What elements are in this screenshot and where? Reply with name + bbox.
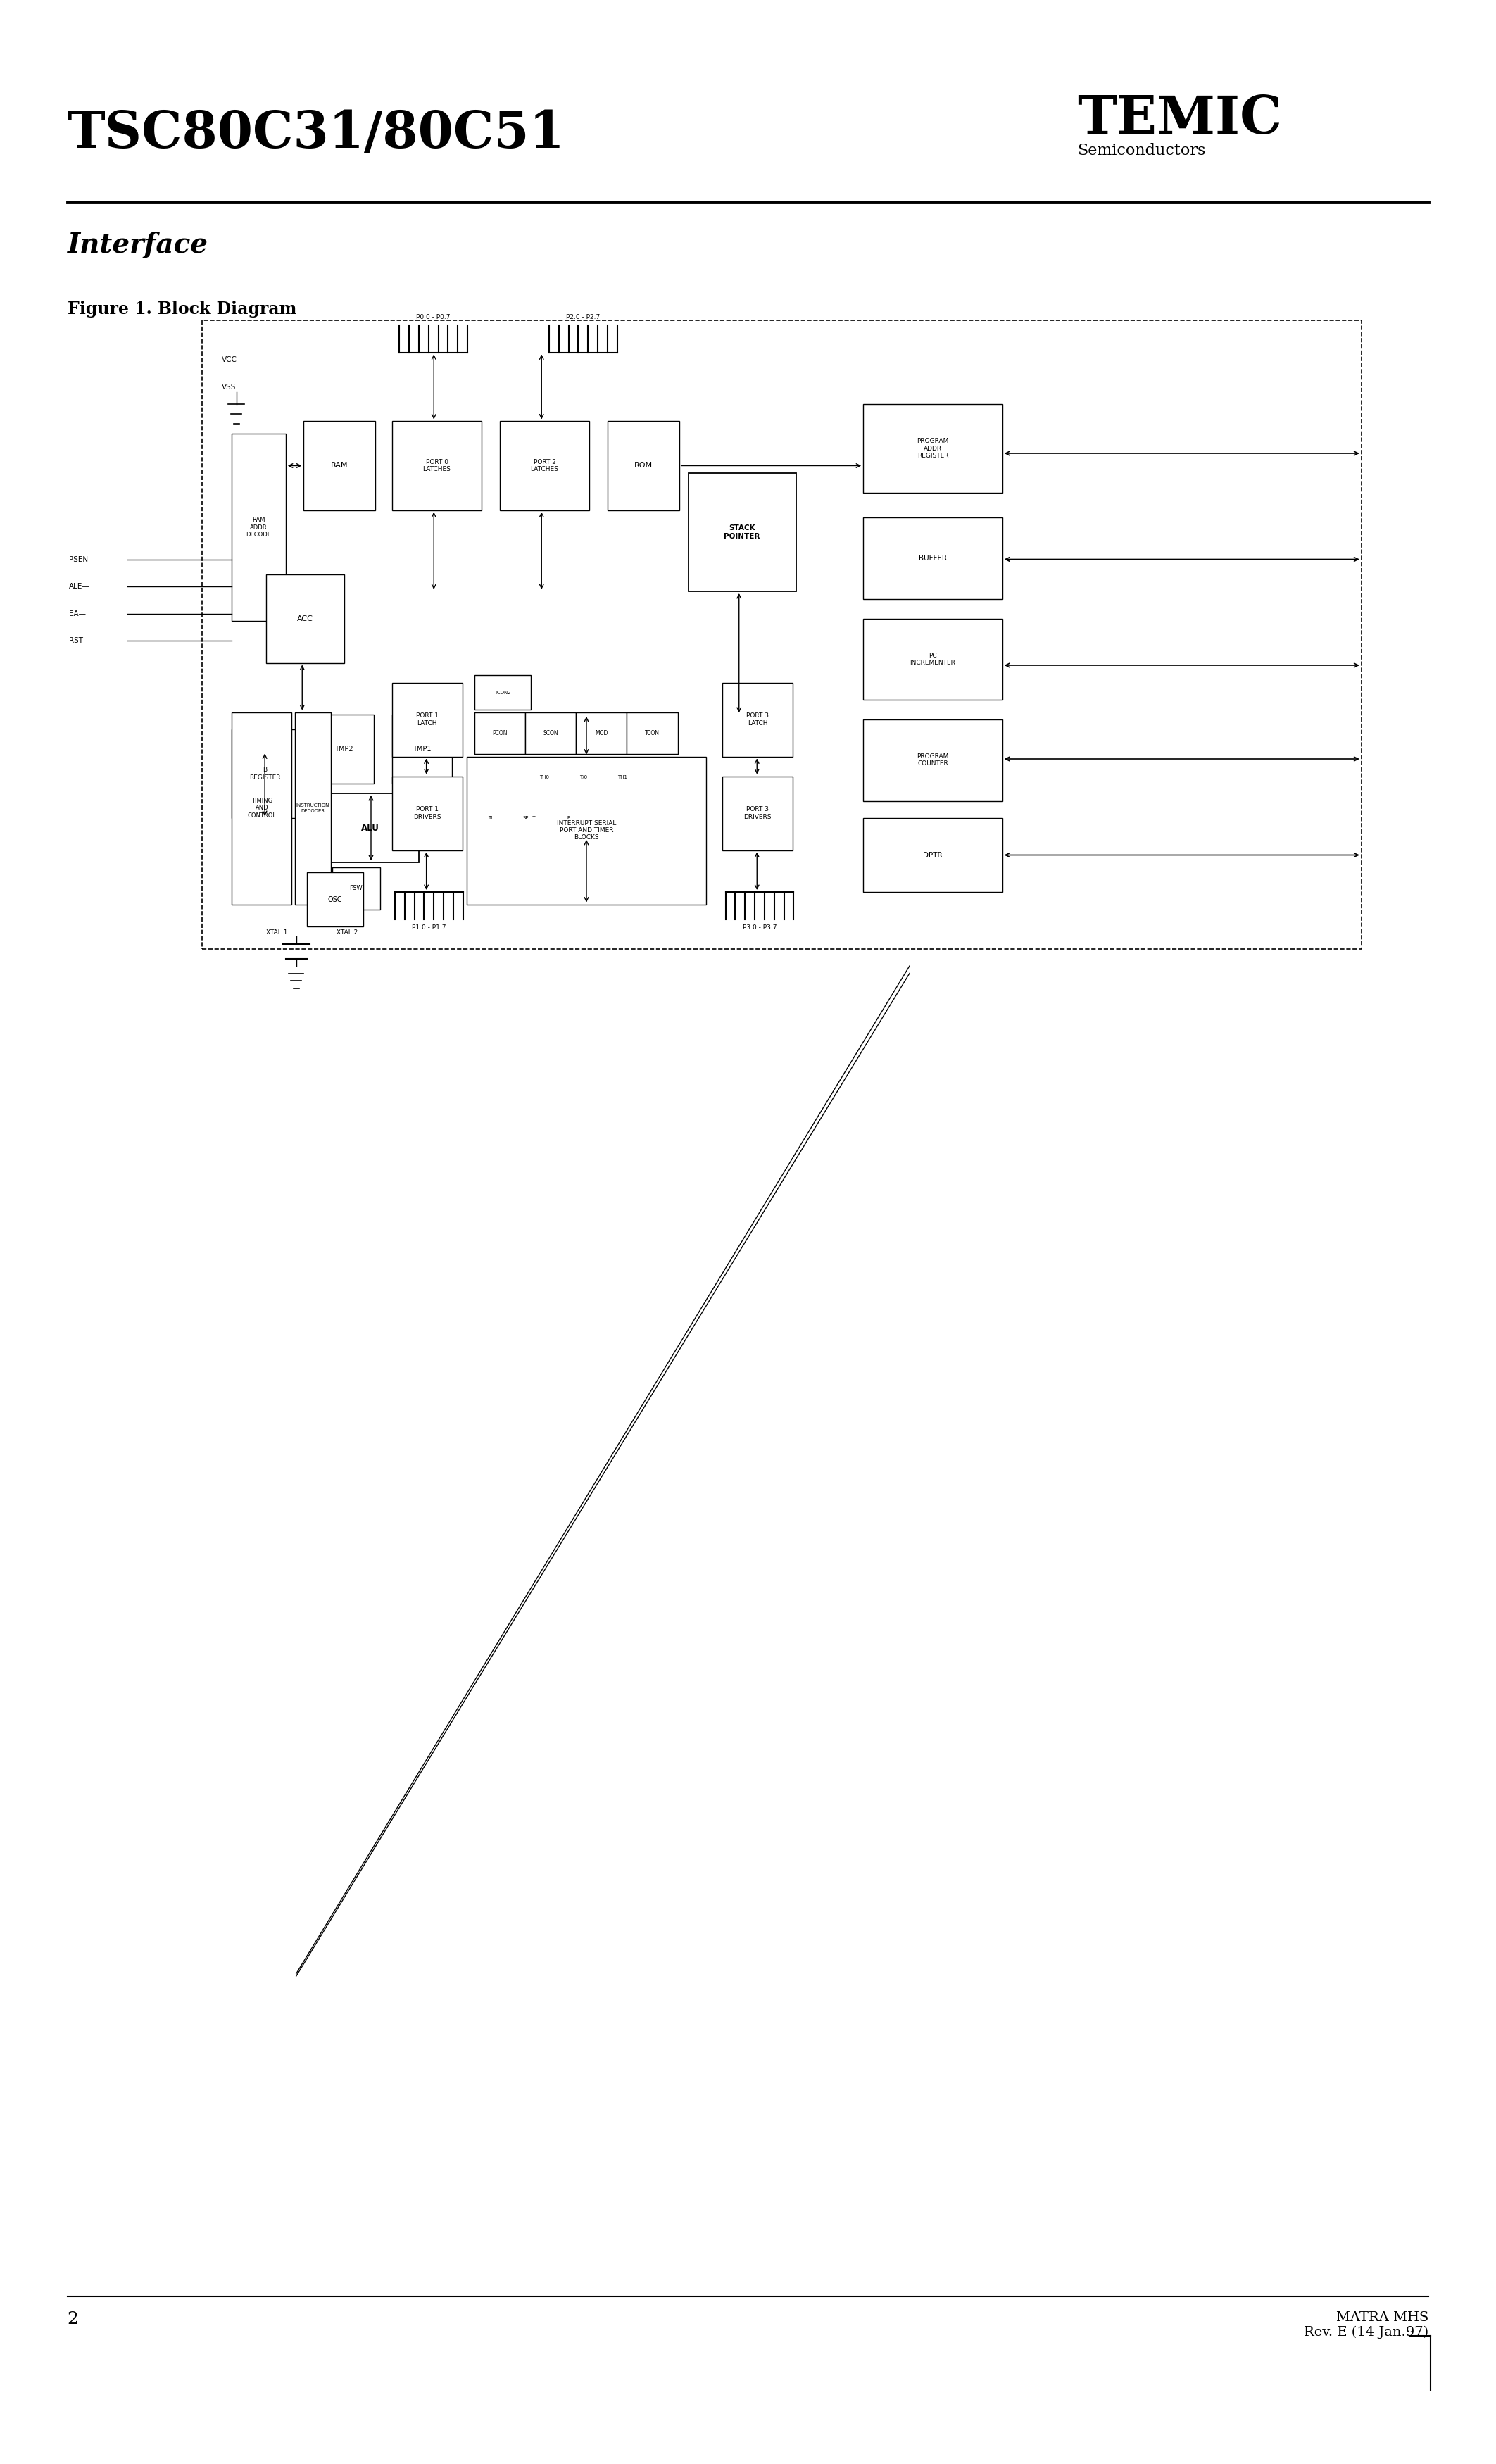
Text: PC
INCREMENTER: PC INCREMENTER bbox=[910, 653, 956, 665]
Text: Figure 1. Block Diagram: Figure 1. Block Diagram bbox=[67, 301, 296, 318]
Bar bbox=[525, 759, 564, 796]
Text: IP: IP bbox=[567, 816, 570, 821]
Bar bbox=[392, 683, 462, 756]
Bar bbox=[723, 683, 793, 756]
Text: RAM
ADDR
DECODE: RAM ADDR DECODE bbox=[247, 517, 271, 537]
Text: EA—: EA— bbox=[69, 611, 85, 616]
Text: XTAL 2: XTAL 2 bbox=[337, 929, 358, 936]
Text: TCON: TCON bbox=[645, 729, 660, 737]
Text: RAM: RAM bbox=[331, 463, 349, 468]
Text: STACK
POINTER: STACK POINTER bbox=[724, 525, 760, 540]
Text: TMP1: TMP1 bbox=[413, 747, 431, 752]
Bar bbox=[232, 712, 292, 904]
Bar bbox=[295, 712, 331, 904]
Text: INTERRUPT SERIAL
PORT AND TIMER
BLOCKS: INTERRUPT SERIAL PORT AND TIMER BLOCKS bbox=[557, 821, 616, 840]
Text: T/0: T/0 bbox=[579, 776, 588, 779]
Text: TH1: TH1 bbox=[618, 776, 627, 779]
Text: P0.0 - P0.7: P0.0 - P0.7 bbox=[416, 313, 450, 320]
Text: PROGRAM
ADDR
REGISTER: PROGRAM ADDR REGISTER bbox=[917, 439, 948, 458]
Text: DPTR: DPTR bbox=[923, 853, 942, 857]
Text: P2.0 - P2.7: P2.0 - P2.7 bbox=[565, 313, 600, 320]
Text: PSEN—: PSEN— bbox=[69, 557, 96, 562]
Bar bbox=[525, 712, 576, 754]
Text: TSC80C31/80C51: TSC80C31/80C51 bbox=[67, 108, 565, 158]
Bar bbox=[322, 793, 419, 862]
Text: PORT 0
LATCHES: PORT 0 LATCHES bbox=[423, 458, 450, 473]
Bar bbox=[392, 715, 452, 784]
Text: INSTRUCTION
DECODER: INSTRUCTION DECODER bbox=[296, 803, 329, 813]
Bar bbox=[392, 776, 462, 850]
Text: PORT 3
DRIVERS: PORT 3 DRIVERS bbox=[744, 806, 772, 821]
Text: TCON2: TCON2 bbox=[494, 690, 512, 695]
Text: TL: TL bbox=[488, 816, 494, 821]
Text: P1.0 - P1.7: P1.0 - P1.7 bbox=[411, 924, 446, 931]
Text: B
REGISTER: B REGISTER bbox=[250, 766, 280, 781]
Text: ALU: ALU bbox=[361, 823, 380, 833]
Bar bbox=[507, 801, 552, 835]
Text: PORT 1
DRIVERS: PORT 1 DRIVERS bbox=[413, 806, 441, 821]
Bar bbox=[863, 818, 1002, 892]
Bar bbox=[863, 618, 1002, 700]
Bar bbox=[467, 756, 706, 904]
Text: SPLIT: SPLIT bbox=[524, 816, 536, 821]
Text: ALE—: ALE— bbox=[69, 584, 90, 589]
Bar bbox=[474, 675, 531, 710]
Text: TMP2: TMP2 bbox=[335, 747, 353, 752]
Text: 2: 2 bbox=[67, 2311, 78, 2328]
Text: XTAL 1: XTAL 1 bbox=[266, 929, 287, 936]
Text: PORT 2
LATCHES: PORT 2 LATCHES bbox=[531, 458, 558, 473]
Text: VSS: VSS bbox=[221, 384, 236, 389]
Bar bbox=[474, 712, 525, 754]
Text: Semiconductors: Semiconductors bbox=[1077, 143, 1206, 158]
Bar bbox=[603, 759, 642, 796]
Bar bbox=[232, 434, 286, 621]
Text: OSC: OSC bbox=[328, 897, 343, 902]
Bar bbox=[304, 421, 375, 510]
Text: BUFFER: BUFFER bbox=[919, 554, 947, 562]
Bar bbox=[688, 473, 796, 591]
Text: TEMIC: TEMIC bbox=[1077, 94, 1282, 145]
Bar bbox=[627, 712, 678, 754]
Text: MOD: MOD bbox=[595, 729, 607, 737]
Text: Interface: Interface bbox=[67, 232, 208, 259]
Text: TH0: TH0 bbox=[540, 776, 549, 779]
Bar bbox=[723, 776, 793, 850]
Bar bbox=[500, 421, 589, 510]
Text: PSW: PSW bbox=[350, 885, 362, 892]
Bar bbox=[863, 404, 1002, 493]
Text: SCON: SCON bbox=[543, 729, 558, 737]
Bar bbox=[332, 867, 380, 909]
Bar bbox=[607, 421, 679, 510]
Bar bbox=[863, 517, 1002, 599]
Bar bbox=[576, 712, 627, 754]
Text: TIMING
AND
CONTROL: TIMING AND CONTROL bbox=[247, 798, 277, 818]
Bar bbox=[232, 729, 298, 818]
Bar bbox=[863, 719, 1002, 801]
Bar bbox=[474, 801, 507, 835]
Bar bbox=[307, 872, 364, 926]
Bar bbox=[266, 574, 344, 663]
Bar bbox=[392, 421, 482, 510]
Text: MATRA MHS
Rev. E (14 Jan.97): MATRA MHS Rev. E (14 Jan.97) bbox=[1305, 2311, 1429, 2338]
Text: RST—: RST— bbox=[69, 638, 90, 643]
Bar bbox=[314, 715, 374, 784]
Bar bbox=[552, 801, 585, 835]
Text: ROM: ROM bbox=[634, 463, 652, 468]
Text: VCC: VCC bbox=[221, 357, 236, 362]
Bar bbox=[202, 320, 1361, 949]
Text: PCON: PCON bbox=[492, 729, 507, 737]
Text: P3.0 - P3.7: P3.0 - P3.7 bbox=[742, 924, 776, 931]
Bar bbox=[564, 759, 603, 796]
Text: PORT 1
LATCH: PORT 1 LATCH bbox=[416, 712, 438, 727]
Text: PORT 3
LATCH: PORT 3 LATCH bbox=[747, 712, 769, 727]
Text: PROGRAM
COUNTER: PROGRAM COUNTER bbox=[917, 754, 948, 766]
Text: ACC: ACC bbox=[298, 616, 313, 621]
